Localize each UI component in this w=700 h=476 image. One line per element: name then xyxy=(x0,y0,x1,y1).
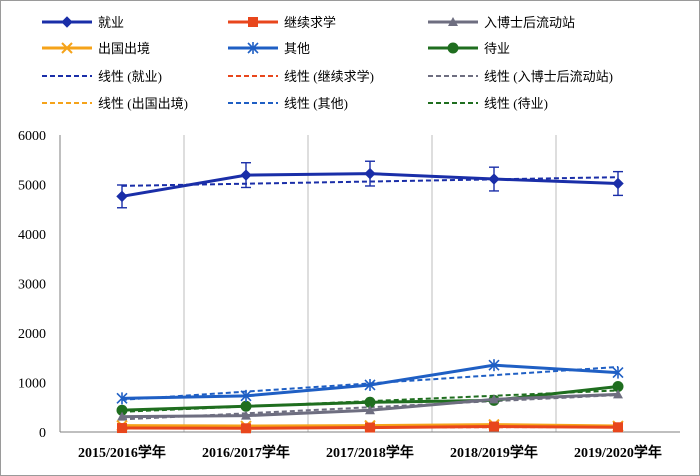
data-point xyxy=(365,405,375,415)
x-tick-label: 2017/2018学年 xyxy=(326,444,414,461)
y-tick-label: 0 xyxy=(39,426,46,441)
legend-label: 待业 xyxy=(484,41,510,56)
data-point xyxy=(247,42,259,54)
data-point xyxy=(488,173,500,185)
x-tick-label: 2016/2017学年 xyxy=(202,444,290,461)
legend-label: 就业 xyxy=(98,15,124,30)
series-group xyxy=(116,160,624,434)
data-point xyxy=(447,42,459,54)
legend-label: 线性 (其他) xyxy=(284,96,348,111)
data-point xyxy=(448,17,458,26)
y-tick-label: 5000 xyxy=(18,179,46,194)
data-point xyxy=(61,16,73,28)
axes: 0 1000 2000 3000 4000 5000 6000 2015/2016学年 2016… xyxy=(18,129,680,461)
data-point xyxy=(241,423,251,434)
legend-label: 继续求学 xyxy=(284,15,336,30)
data-point xyxy=(613,422,623,433)
data-point xyxy=(364,396,376,408)
legend-label: 线性 (继续求学) xyxy=(284,69,374,84)
y-tick-label: 3000 xyxy=(18,278,46,293)
legend-label: 线性 (待业) xyxy=(484,96,548,111)
data-point xyxy=(61,42,73,54)
x-tick-label: 2018/2019学年 xyxy=(450,444,538,461)
data-point xyxy=(365,422,375,433)
data-point xyxy=(116,190,128,203)
data-point xyxy=(116,392,128,405)
legend-label: 线性 (就业) xyxy=(98,69,162,84)
data-point xyxy=(613,389,623,399)
x-tick-label: 2015/2016学年 xyxy=(78,444,166,461)
legend-label: 线性 (入博士后流动站) xyxy=(484,69,613,84)
legend-label: 线性 (出国出境) xyxy=(98,96,188,111)
data-point xyxy=(240,169,252,181)
y-tick-label: 2000 xyxy=(18,327,46,342)
data-point xyxy=(117,423,127,434)
data-point xyxy=(240,389,252,402)
data-point xyxy=(241,410,251,420)
data-point xyxy=(117,411,127,421)
data-point xyxy=(489,394,499,404)
y-tick-label: 1000 xyxy=(18,377,46,392)
data-point xyxy=(364,378,376,391)
data-point xyxy=(240,400,252,412)
data-point xyxy=(248,17,258,27)
grid xyxy=(183,135,557,432)
legend-label: 出国出境 xyxy=(98,41,150,56)
data-point xyxy=(612,366,624,379)
legend-label: 其他 xyxy=(284,41,310,56)
data-point xyxy=(612,380,624,392)
x-tick-label: 2019/2020学年 xyxy=(574,444,662,461)
data-point xyxy=(612,177,624,190)
data-point xyxy=(116,404,128,416)
y-tick-label: 6000 xyxy=(18,129,46,144)
data-point xyxy=(364,167,376,180)
y-tick-label: 4000 xyxy=(18,228,46,243)
legend-label: 入博士后流动站 xyxy=(484,15,575,30)
data-point xyxy=(489,421,499,432)
data-point xyxy=(488,359,500,372)
